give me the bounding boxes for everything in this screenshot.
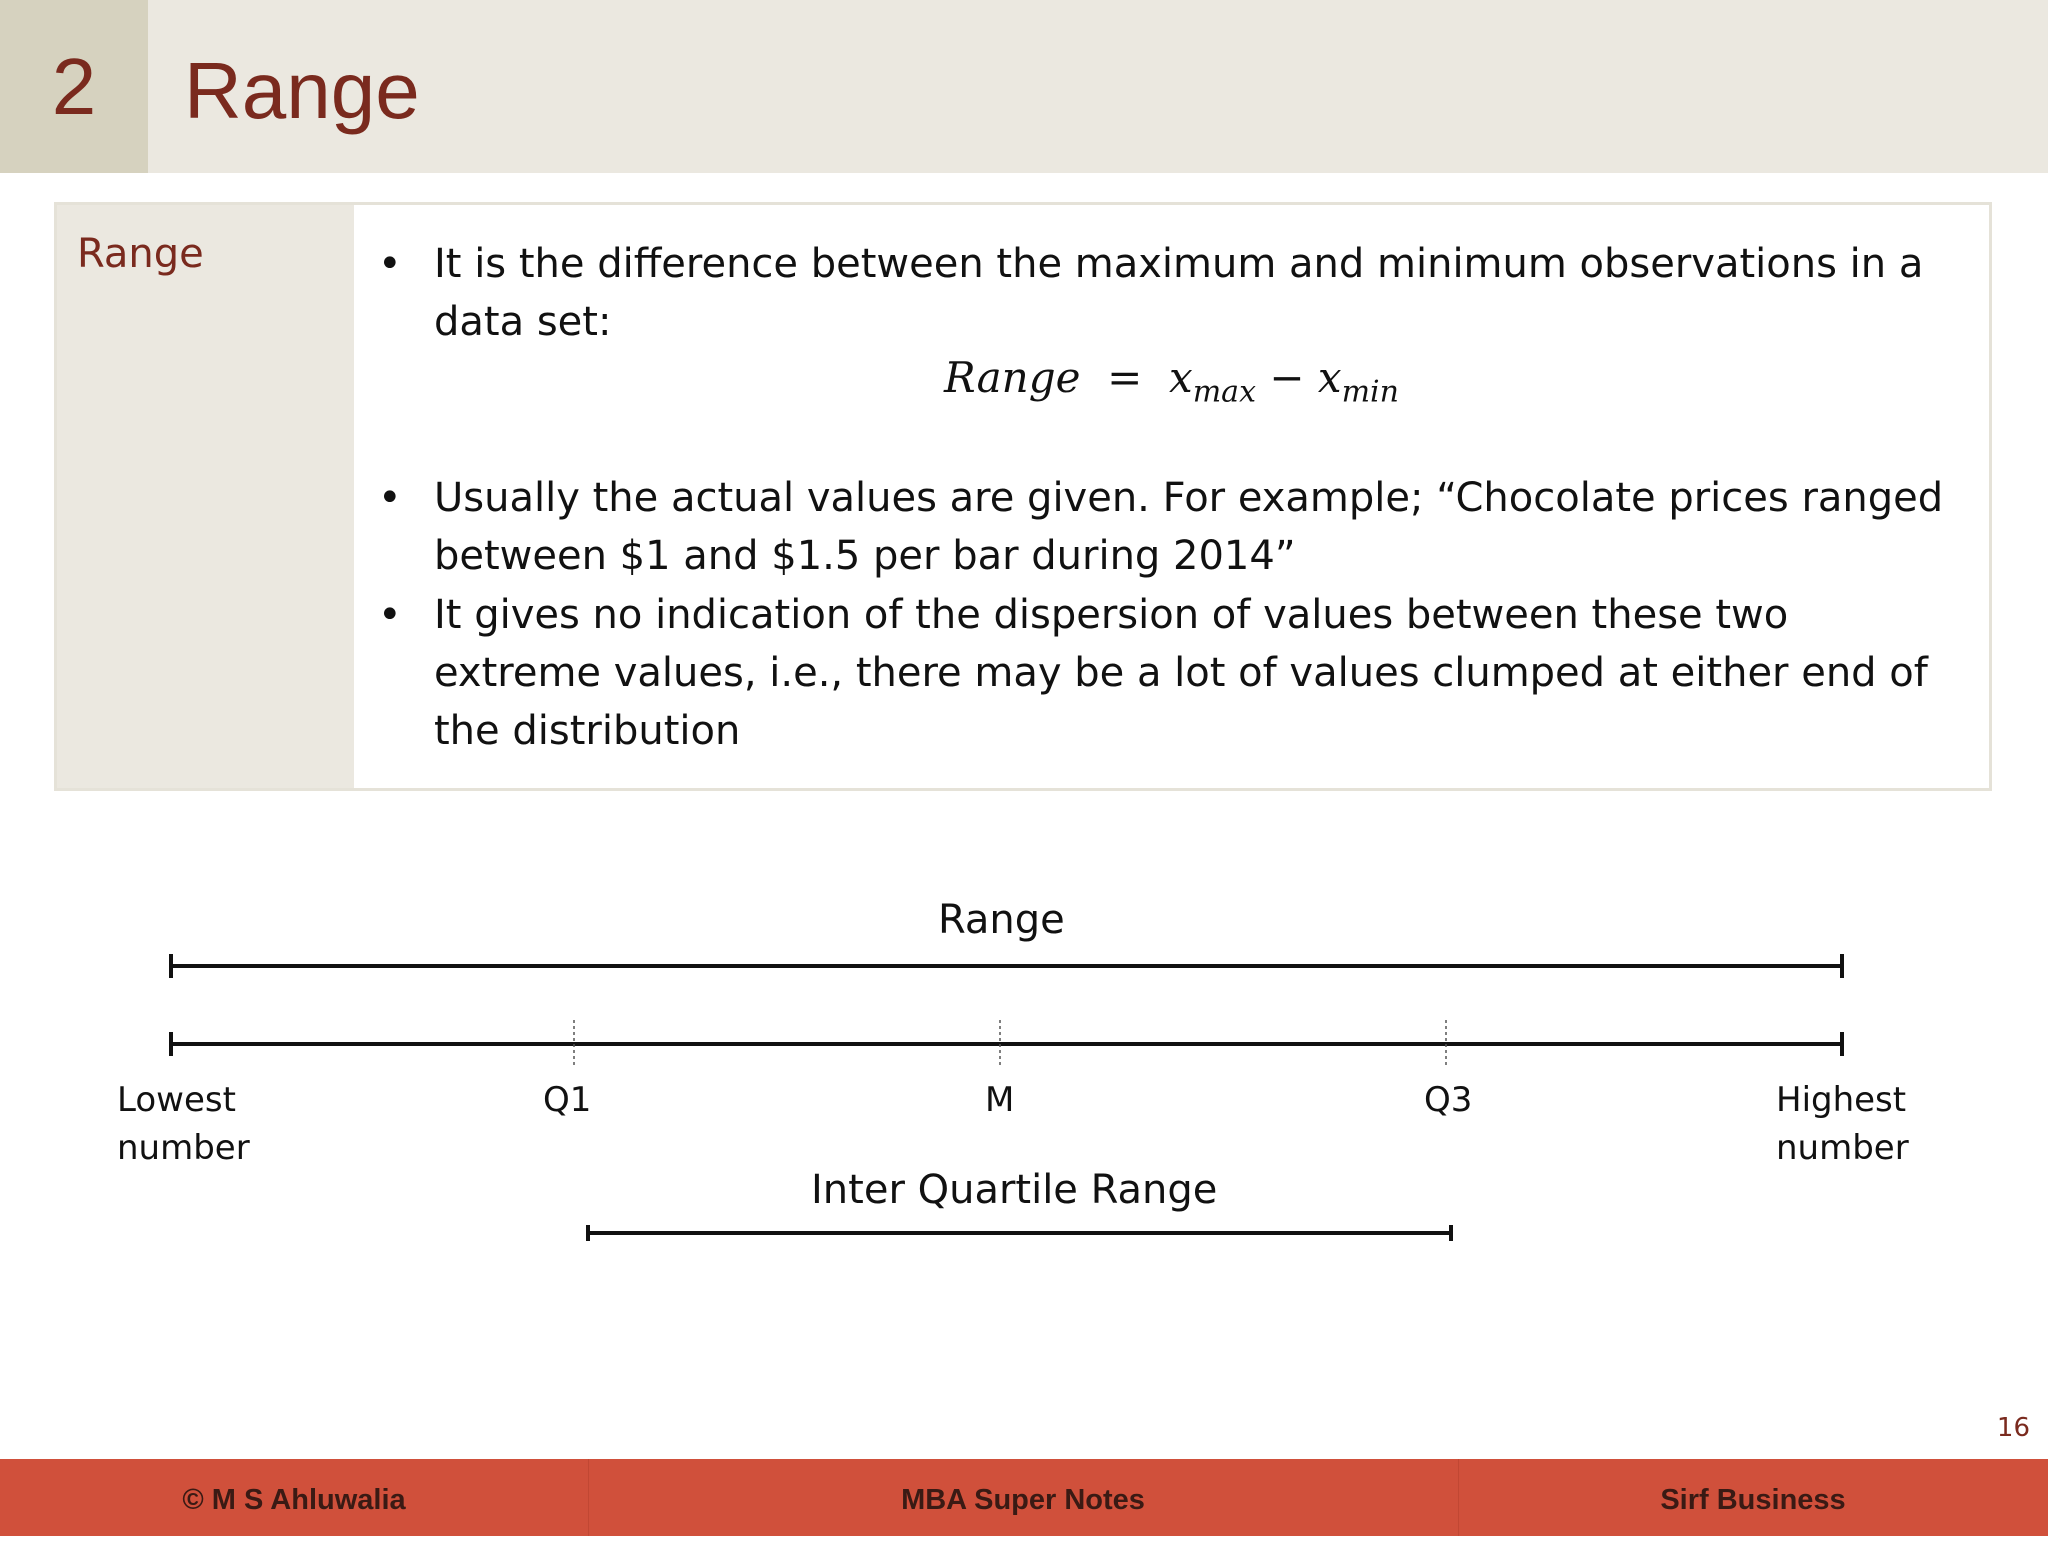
formula-sub-max: max — [1192, 374, 1256, 410]
definition-panel: Range It is the difference between the m… — [54, 202, 1992, 791]
bullet-definition: It is the difference between the maximum… — [378, 235, 1944, 351]
formula-lhs: Range — [944, 353, 1081, 402]
footer-divider — [1458, 1459, 1459, 1536]
footer-author: © M S Ahluwalia — [182, 1484, 406, 1516]
footer-divider — [588, 1459, 589, 1536]
slide-header: 2 Range — [0, 0, 2048, 173]
formula-x-max: x — [1169, 353, 1193, 402]
q1-label: Q1 — [543, 1080, 592, 1120]
page-number: 16 — [1996, 1413, 2030, 1443]
panel-sidebar: Range — [57, 205, 354, 788]
footer-tagline: Sirf Business — [1660, 1484, 1846, 1516]
formula-minus: − — [1269, 353, 1305, 402]
formula-sub-min: min — [1341, 374, 1399, 410]
footer-course: MBA Super Notes — [901, 1484, 1145, 1516]
range-formula: Range = xmax − xmin — [354, 353, 1989, 409]
slide-title: Range — [184, 46, 420, 135]
median-label: M — [985, 1080, 1015, 1120]
section-number: 2 — [0, 0, 148, 173]
formula-equals: = — [1107, 353, 1143, 402]
diagram-lines — [169, 954, 1844, 1241]
lowest-label-line1: Lowest — [117, 1080, 236, 1120]
q3-label: Q3 — [1424, 1080, 1473, 1120]
highest-label-line1: Highest — [1776, 1080, 1907, 1120]
panel-label: Range — [77, 231, 204, 277]
lowest-label-line2: number — [117, 1128, 250, 1168]
panel-body: It is the difference between the maximum… — [354, 205, 1989, 788]
bullet-limitation: It gives no indication of the dispersion… — [378, 586, 1944, 760]
slide-footer: © M S Ahluwalia MBA Super Notes Sirf Bus… — [0, 1459, 2048, 1536]
formula-x-min: x — [1317, 353, 1342, 402]
bullet-example: Usually the actual values are given. For… — [378, 469, 1944, 585]
range-label: Range — [938, 897, 1065, 943]
highest-label-line2: number — [1776, 1128, 1909, 1168]
iqr-label: Inter Quartile Range — [811, 1167, 1218, 1213]
